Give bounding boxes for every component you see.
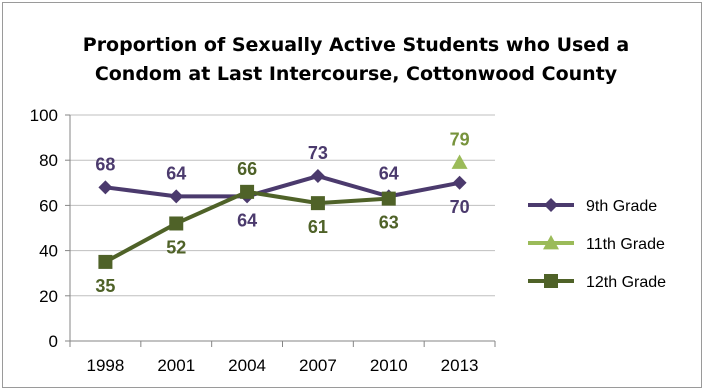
gridlines (70, 114, 495, 297)
series-11th-grade (451, 154, 468, 169)
data-point-9th-grade (452, 175, 467, 190)
y-tick-label: 0 (49, 332, 58, 351)
x-tick-label: 2010 (370, 356, 408, 375)
data-label-9th-grade: 70 (450, 197, 470, 217)
chart-title: Proportion of Sexually Active Students w… (83, 34, 629, 85)
data-point-12th-grade (98, 254, 113, 269)
data-label-12th-grade: 61 (308, 217, 328, 237)
y-tick-label: 20 (39, 287, 58, 306)
data-point-9th-grade (169, 189, 184, 204)
legend-label: 11th Grade (586, 236, 665, 253)
chart-title-line-2: Condom at Last Intercourse, Cottonwood C… (95, 63, 618, 85)
data-label-12th-grade: 63 (379, 213, 399, 233)
legend-marker (544, 198, 558, 212)
series-12th-grade (98, 184, 396, 269)
x-tick-label: 2004 (228, 356, 266, 375)
legend: 9th Grade 11th Grade 12th Grade (528, 198, 666, 291)
legend-item-9th-grade: 9th Grade (528, 198, 657, 215)
data-labels: 68 64 64 73 64 70 79 35 52 66 61 63 (95, 129, 469, 295)
series-line-9th-grade (105, 174, 460, 199)
series-lines (98, 154, 468, 269)
x-tick-label: 1998 (87, 356, 125, 375)
legend-item-11th-grade: 11th Grade (528, 235, 665, 253)
legend-marker (544, 274, 558, 288)
x-tick-label: 2013 (441, 356, 479, 375)
data-point-12th-grade (310, 196, 325, 211)
data-label-9th-grade: 64 (379, 163, 399, 183)
axes: 0 20 40 60 80 100 1998 2001 2004 2007 2010 2013 (30, 106, 496, 375)
y-tick-label: 40 (39, 242, 58, 261)
legend-label: 9th Grade (586, 198, 657, 215)
x-tick-label: 2001 (157, 356, 195, 375)
data-point-9th-grade (98, 180, 113, 195)
data-point-11th-grade (451, 154, 468, 169)
data-label-9th-grade: 64 (237, 210, 257, 230)
data-label-12th-grade: 66 (237, 159, 257, 179)
data-label-11th-grade: 79 (450, 129, 470, 149)
chart-title-line-1: Proportion of Sexually Active Students w… (83, 34, 629, 56)
data-label-12th-grade: 52 (166, 237, 186, 257)
data-point-12th-grade (240, 184, 255, 199)
data-label-9th-grade: 68 (95, 154, 115, 174)
data-point-12th-grade (169, 216, 184, 231)
data-label-9th-grade: 73 (308, 143, 328, 163)
y-tick-label: 100 (30, 106, 58, 125)
chart-frame (2, 2, 702, 388)
data-label-9th-grade: 64 (166, 163, 186, 183)
data-label-12th-grade: 35 (95, 276, 115, 296)
y-tick-label: 60 (39, 196, 58, 215)
x-tick-label: 2007 (299, 356, 337, 375)
data-point-12th-grade (381, 191, 396, 206)
legend-item-12th-grade: 12th Grade (528, 274, 666, 291)
y-tick-label: 80 (39, 151, 58, 170)
legend-marker (543, 235, 559, 250)
legend-label: 12th Grade (586, 274, 666, 291)
data-point-9th-grade (310, 169, 325, 184)
